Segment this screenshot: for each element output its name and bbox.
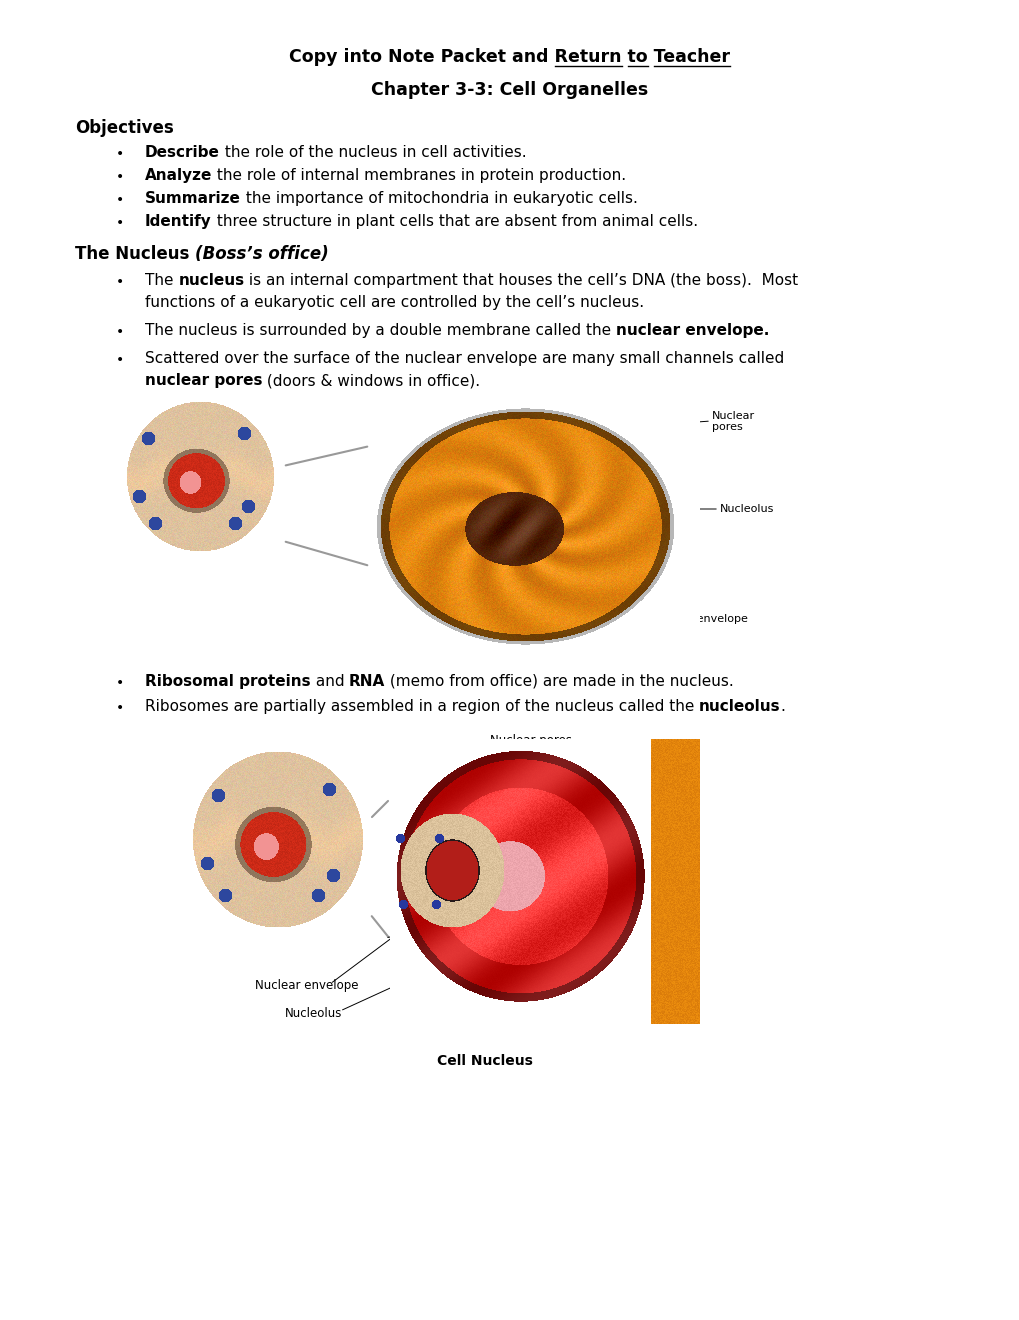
Text: the importance of mitochondria in eukaryotic cells.: the importance of mitochondria in eukary… bbox=[240, 191, 637, 206]
Text: nuclear envelope.: nuclear envelope. bbox=[615, 323, 768, 338]
Text: .: . bbox=[781, 700, 785, 714]
Text: •: • bbox=[116, 216, 124, 230]
Text: •: • bbox=[116, 325, 124, 339]
Text: •: • bbox=[116, 193, 124, 207]
Text: Ribosomal proteins: Ribosomal proteins bbox=[145, 675, 311, 689]
Text: •: • bbox=[116, 676, 124, 690]
Text: •: • bbox=[116, 275, 124, 289]
Text: (memo from office) are made in the nucleus.: (memo from office) are made in the nucle… bbox=[385, 675, 734, 689]
Text: Summarize: Summarize bbox=[145, 191, 240, 206]
Text: and: and bbox=[311, 675, 348, 689]
Text: The: The bbox=[145, 273, 178, 288]
Text: nuclear pores: nuclear pores bbox=[145, 374, 262, 388]
Text: Identify: Identify bbox=[145, 214, 212, 228]
Text: The Nucleus: The Nucleus bbox=[75, 246, 195, 263]
Text: Nucleolus: Nucleolus bbox=[284, 1007, 342, 1020]
Text: •: • bbox=[116, 170, 124, 183]
Text: functions of a eukaryotic cell are controlled by the cell’s nucleus.: functions of a eukaryotic cell are contr… bbox=[145, 294, 643, 310]
Text: RNA: RNA bbox=[348, 675, 385, 689]
Text: Nucleolus: Nucleolus bbox=[719, 504, 773, 513]
Text: is an internal compartment that houses the cell’s DNA (the boss).  Most: is an internal compartment that houses t… bbox=[245, 273, 798, 288]
Text: (doors & windows in office).: (doors & windows in office). bbox=[262, 374, 480, 388]
Text: •: • bbox=[116, 147, 124, 161]
Text: (Boss’s office): (Boss’s office) bbox=[195, 246, 328, 263]
Text: The nucleus is surrounded by a double membrane called the: The nucleus is surrounded by a double me… bbox=[145, 323, 615, 338]
Text: nucleolus: nucleolus bbox=[699, 700, 781, 714]
Text: pores: pores bbox=[711, 422, 742, 432]
Text: Analyze: Analyze bbox=[145, 168, 212, 183]
Text: Cell Nucleus: Cell Nucleus bbox=[436, 1053, 532, 1068]
Text: three structure in plant cells that are absent from animal cells.: three structure in plant cells that are … bbox=[212, 214, 697, 228]
Text: the role of the nucleus in cell activities.: the role of the nucleus in cell activiti… bbox=[220, 145, 526, 160]
Text: •: • bbox=[116, 352, 124, 367]
Text: nucleus: nucleus bbox=[178, 273, 245, 288]
Text: Nuclear envelope: Nuclear envelope bbox=[255, 979, 358, 993]
Text: Nuclear pores: Nuclear pores bbox=[489, 734, 572, 747]
Text: Objectives: Objectives bbox=[75, 119, 173, 137]
Text: Scattered over the surface of the nuclear envelope are many small channels calle: Scattered over the surface of the nuclea… bbox=[145, 351, 784, 366]
Text: Nuclear: Nuclear bbox=[711, 411, 754, 421]
Text: Describe: Describe bbox=[145, 145, 220, 160]
Text: Chapter 3-3: Cell Organelles: Chapter 3-3: Cell Organelles bbox=[371, 81, 648, 99]
Text: the role of internal membranes in protein production.: the role of internal membranes in protei… bbox=[212, 168, 626, 183]
Text: •: • bbox=[116, 701, 124, 715]
Text: Nuclear envelope: Nuclear envelope bbox=[649, 614, 747, 624]
Text: Ribosomes are partially assembled in a region of the nucleus called the: Ribosomes are partially assembled in a r… bbox=[145, 700, 699, 714]
Text: Copy into Note Packet and Return to Teacher: Copy into Note Packet and Return to Teac… bbox=[289, 48, 730, 66]
